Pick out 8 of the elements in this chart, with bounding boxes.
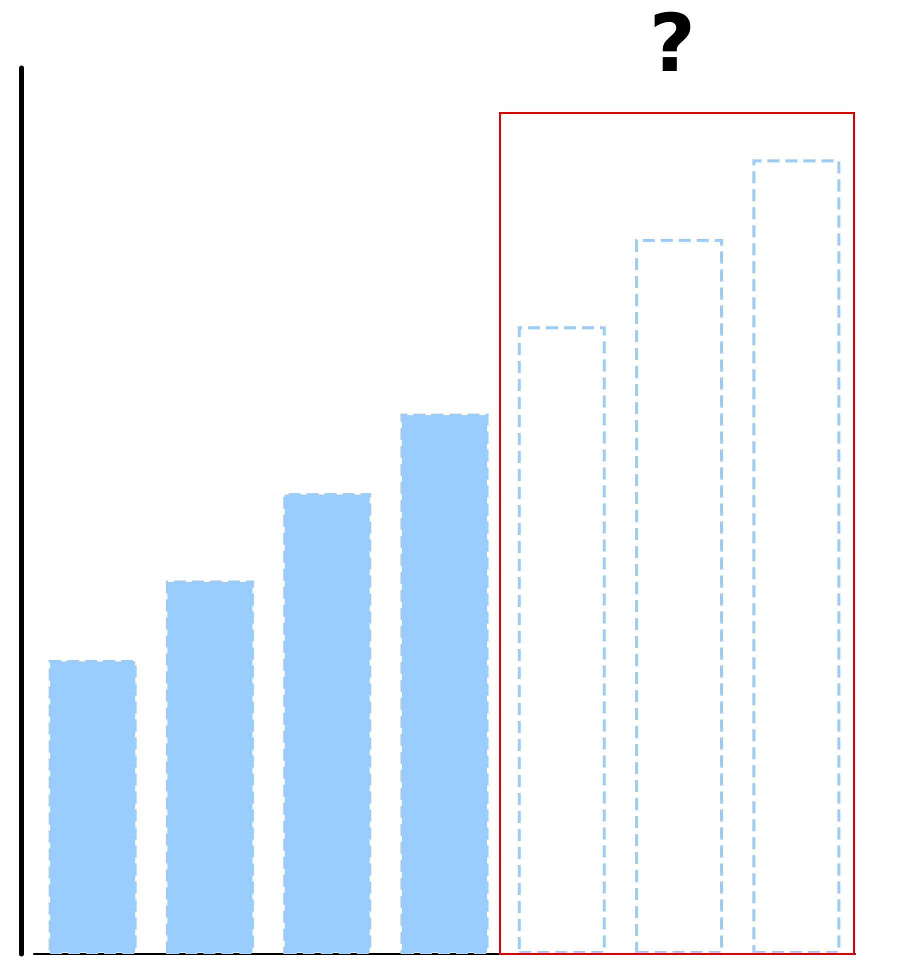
bar [400,414,488,954]
bar [635,238,724,954]
bar [166,580,254,954]
text: ? [649,0,696,90]
bar [518,326,606,954]
bar [752,159,840,954]
bar [283,493,372,954]
bar [48,660,137,954]
